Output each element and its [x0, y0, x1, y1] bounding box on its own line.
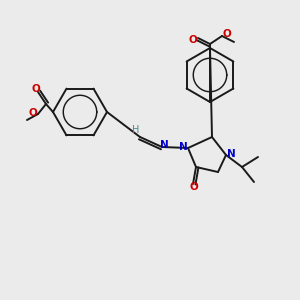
Text: N: N — [178, 142, 188, 152]
Text: O: O — [189, 35, 197, 45]
Text: N: N — [226, 149, 236, 159]
Text: O: O — [223, 29, 231, 39]
Text: O: O — [32, 84, 40, 94]
Text: O: O — [28, 108, 38, 118]
Text: N: N — [160, 140, 168, 150]
Text: H: H — [132, 125, 140, 135]
Text: O: O — [190, 182, 198, 192]
